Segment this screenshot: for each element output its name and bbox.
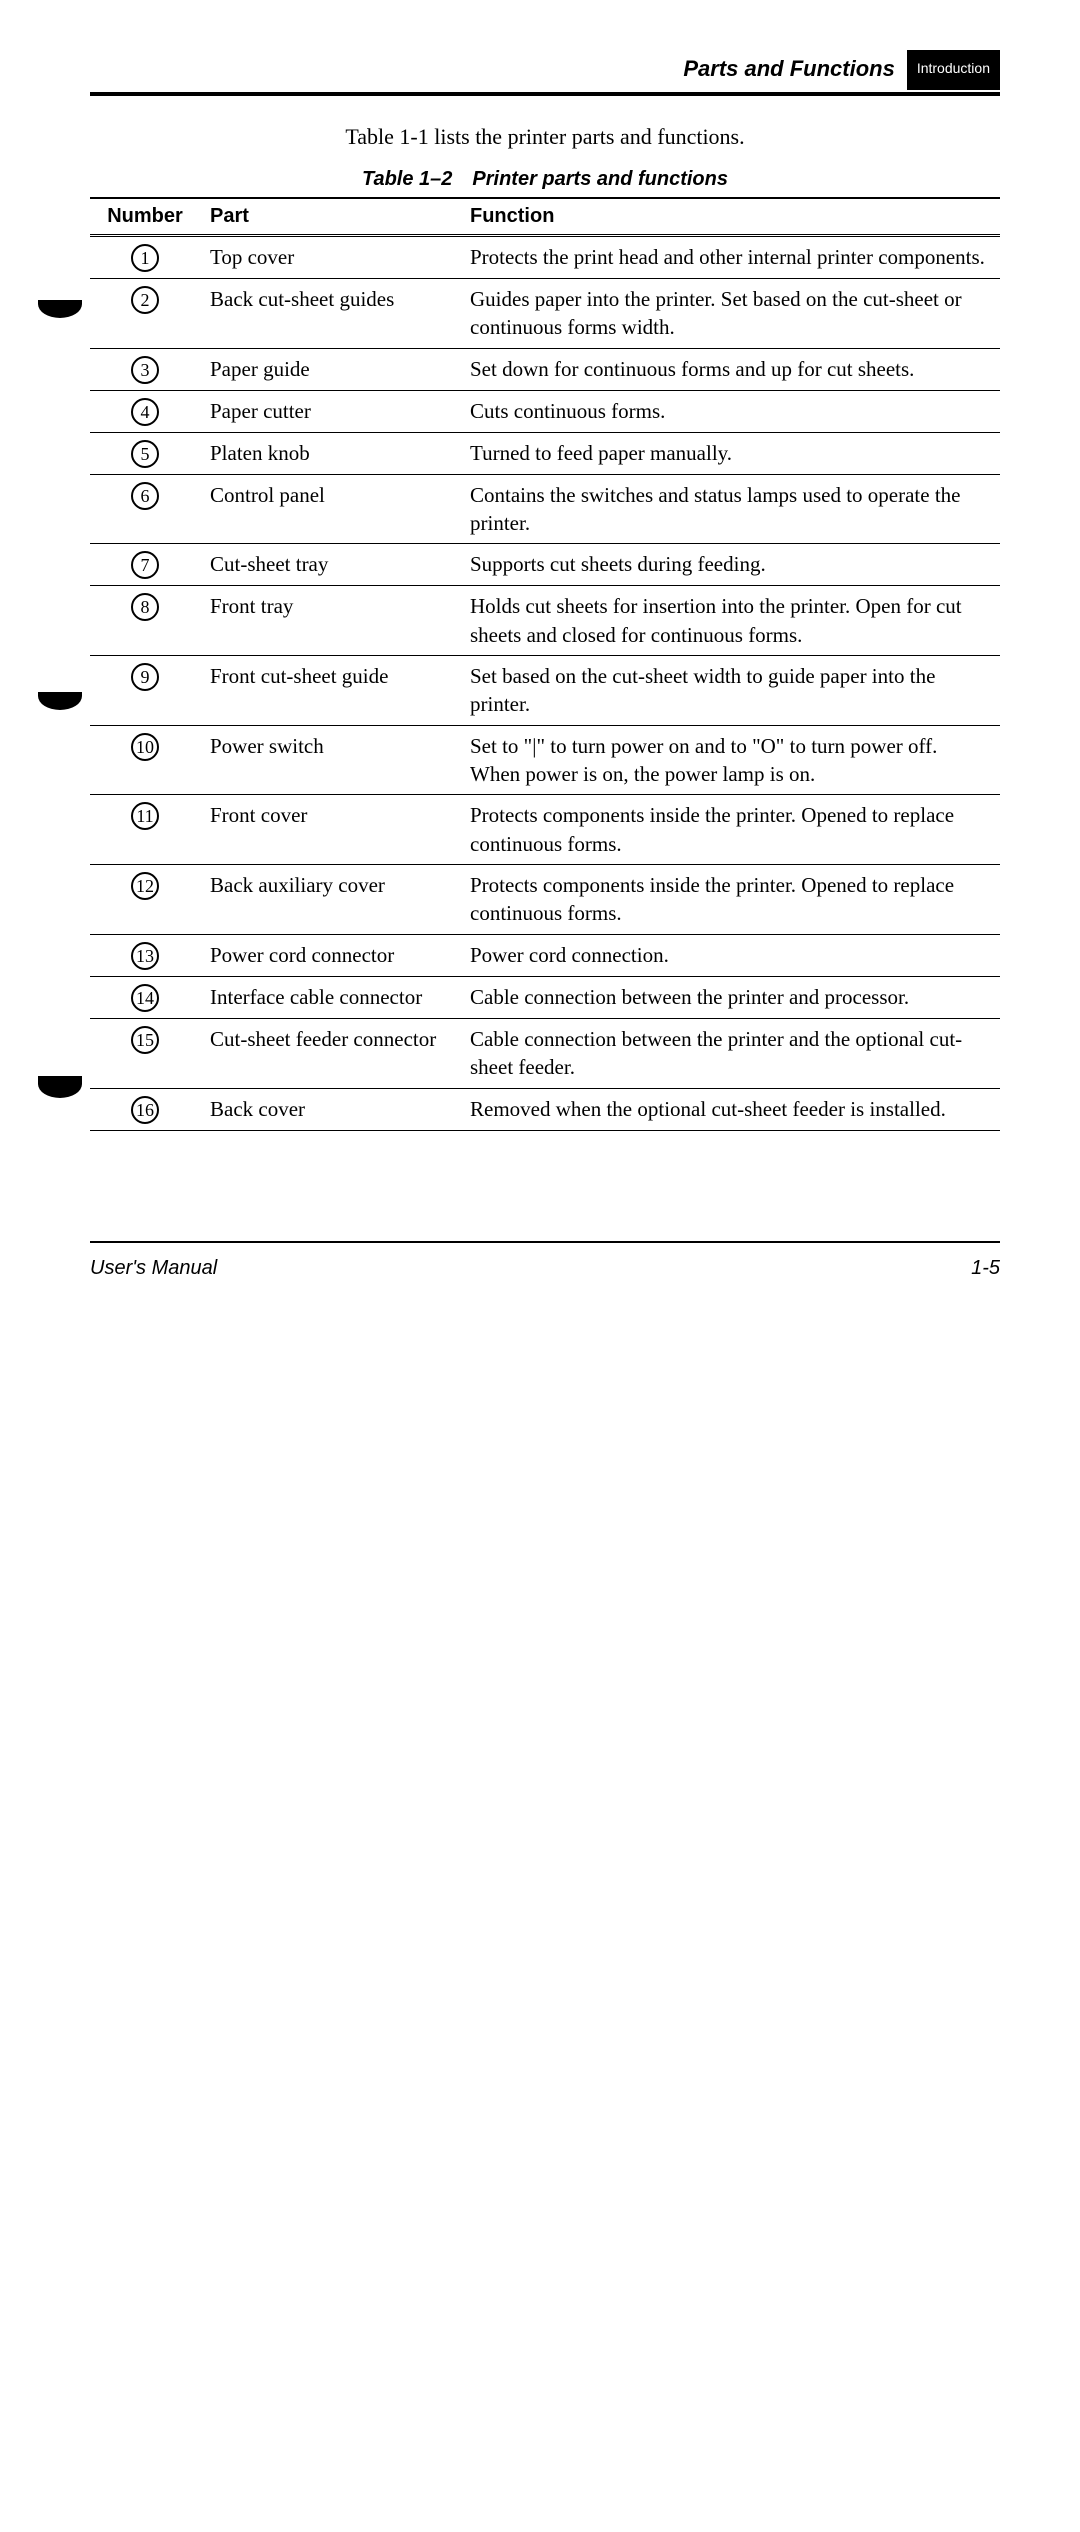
circled-number-icon: 11	[131, 802, 159, 830]
page-footer: User's Manual 1-5	[90, 1243, 1000, 1280]
circled-number-icon: 3	[131, 356, 159, 384]
circled-number-icon: 1	[131, 244, 159, 272]
cell-number: 3	[90, 348, 200, 390]
circled-number-icon: 15	[131, 1026, 159, 1054]
table-row: 11 Front coverProtects components inside …	[90, 795, 1000, 865]
cell-function: Guides paper into the printer. Set based…	[460, 279, 1000, 349]
col-header-part: Part	[200, 198, 460, 236]
chapter-tab: Introduction	[907, 50, 1000, 90]
cell-part: Paper cutter	[200, 390, 460, 432]
cell-number: 7	[90, 544, 200, 586]
cell-part: Back auxiliary cover	[200, 865, 460, 935]
cell-part: Interface cable connector	[200, 976, 460, 1018]
cell-function: Protects the print head and other intern…	[460, 236, 1000, 279]
cell-part: Front cut-sheet guide	[200, 656, 460, 726]
circled-number-icon: 10	[131, 733, 159, 761]
cell-function: Contains the switches and status lamps u…	[460, 474, 1000, 544]
cell-function: Set down for continuous forms and up for…	[460, 348, 1000, 390]
circled-number-icon: 6	[131, 482, 159, 510]
cell-number: 8	[90, 586, 200, 656]
cell-number: 16	[90, 1088, 200, 1130]
table-row: 14 Interface cable connectorCable connect…	[90, 976, 1000, 1018]
table-row: 6 Control panelContains the switches and …	[90, 474, 1000, 544]
circled-number-icon: 4	[131, 398, 159, 426]
table-row: 10 Power switchSet to "|" to turn power o…	[90, 725, 1000, 795]
page: Parts and Functions Introduction Table 1…	[0, 0, 1080, 1280]
cell-part: Back cut-sheet guides	[200, 279, 460, 349]
cell-number: 15	[90, 1018, 200, 1088]
cell-function: Holds cut sheets for insertion into the …	[460, 586, 1000, 656]
table-row: 2 Back cut-sheet guidesGuides paper into …	[90, 279, 1000, 349]
cell-function: Power cord connection.	[460, 934, 1000, 976]
cell-number: 10	[90, 725, 200, 795]
table-row: 1 Top coverProtects the print head and ot…	[90, 236, 1000, 279]
header-rule	[90, 92, 1000, 96]
table-row: 3 Paper guideSet down for continuous form…	[90, 348, 1000, 390]
table-row: 12 Back auxiliary coverProtects component…	[90, 865, 1000, 935]
table-row: 4 Paper cutterCuts continuous forms.	[90, 390, 1000, 432]
page-header: Parts and Functions Introduction	[90, 50, 1000, 90]
cell-part: Top cover	[200, 236, 460, 279]
cell-function: Removed when the optional cut-sheet feed…	[460, 1088, 1000, 1130]
cell-function: Turned to feed paper manually.	[460, 432, 1000, 474]
cell-part: Front cover	[200, 795, 460, 865]
cell-function: Protects components inside the printer. …	[460, 865, 1000, 935]
cell-part: Paper guide	[200, 348, 460, 390]
cell-part: Cut-sheet feeder connector	[200, 1018, 460, 1088]
cell-number: 11	[90, 795, 200, 865]
circled-number-icon: 16	[131, 1096, 159, 1124]
cell-function: Cable connection between the printer and…	[460, 1018, 1000, 1088]
cell-number: 5	[90, 432, 200, 474]
circled-number-icon: 2	[131, 286, 159, 314]
cell-part: Front tray	[200, 586, 460, 656]
table-caption: Table 1–2 Printer parts and functions	[90, 168, 1000, 191]
cell-part: Platen knob	[200, 432, 460, 474]
cell-function: Set to "|" to turn power on and to "O" t…	[460, 725, 1000, 795]
cell-part: Power cord connector	[200, 934, 460, 976]
parts-table: Number Part Function 1Top coverProtects …	[90, 197, 1000, 1131]
cell-number: 6	[90, 474, 200, 544]
table-row: 8 Front trayHolds cut sheets for insertio…	[90, 586, 1000, 656]
table-row: 5 Platen knobTurned to feed paper manuall…	[90, 432, 1000, 474]
cell-function: Set based on the cut-sheet width to guid…	[460, 656, 1000, 726]
circled-number-icon: 5	[131, 440, 159, 468]
footer-page-number: 1-5	[971, 1257, 1000, 1280]
circled-number-icon: 13	[131, 942, 159, 970]
table-row: 16 Back coverRemoved when the optional cu…	[90, 1088, 1000, 1130]
col-header-number: Number	[90, 198, 200, 236]
cell-function: Supports cut sheets during feeding.	[460, 544, 1000, 586]
table-header-row: Number Part Function	[90, 198, 1000, 236]
footer-left: User's Manual	[90, 1257, 217, 1280]
cell-number: 12	[90, 865, 200, 935]
circled-number-icon: 9	[131, 663, 159, 691]
cell-part: Cut-sheet tray	[200, 544, 460, 586]
cell-number: 1	[90, 236, 200, 279]
cell-number: 4	[90, 390, 200, 432]
cell-number: 2	[90, 279, 200, 349]
circled-number-icon: 8	[131, 593, 159, 621]
cell-function: Cable connection between the printer and…	[460, 976, 1000, 1018]
lead-text: Table 1-1 lists the printer parts and fu…	[90, 124, 1000, 150]
table-row: 9 Front cut-sheet guideSet based on the c…	[90, 656, 1000, 726]
cell-function: Cuts continuous forms.	[460, 390, 1000, 432]
cell-part: Control panel	[200, 474, 460, 544]
cell-part: Back cover	[200, 1088, 460, 1130]
cell-function: Protects components inside the printer. …	[460, 795, 1000, 865]
cell-part: Power switch	[200, 725, 460, 795]
section-title: Parts and Functions	[683, 50, 894, 82]
table-row: 7 Cut-sheet traySupports cut sheets durin…	[90, 544, 1000, 586]
table-row: 15 Cut-sheet feeder connectorCable connec…	[90, 1018, 1000, 1088]
circled-number-icon: 12	[131, 872, 159, 900]
cell-number: 9	[90, 656, 200, 726]
circled-number-icon: 14	[131, 984, 159, 1012]
table-row: 13 Power cord connectorPower cord connect…	[90, 934, 1000, 976]
circled-number-icon: 7	[131, 551, 159, 579]
cell-number: 14	[90, 976, 200, 1018]
cell-number: 13	[90, 934, 200, 976]
col-header-function: Function	[460, 198, 1000, 236]
